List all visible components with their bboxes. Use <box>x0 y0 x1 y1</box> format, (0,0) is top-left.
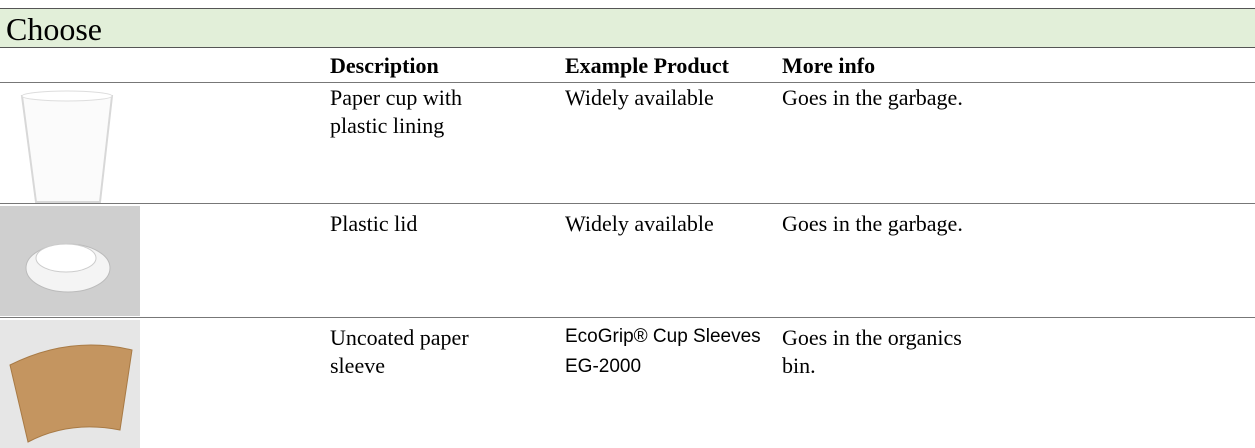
column-header: Example Product <box>565 53 729 78</box>
example-product: Widely available <box>565 85 714 110</box>
more-info: Goes in the organics bin. <box>782 325 962 378</box>
row-rule <box>0 82 1255 83</box>
example-product: Widely available <box>565 211 714 236</box>
column-header: More info <box>782 53 876 78</box>
more-info: Goes in the garbage. <box>782 211 963 236</box>
column-header: Description <box>330 53 439 78</box>
lid-image <box>0 206 140 316</box>
cup-image <box>20 90 114 203</box>
sleeve-image <box>0 320 140 448</box>
row-rule <box>0 317 1255 318</box>
description: Uncoated paper sleeve <box>330 325 469 378</box>
example-product: EcoGrip® Cup Sleeves EG-2000 <box>565 326 761 377</box>
more-info: Goes in the garbage. <box>782 85 963 110</box>
section-title: Choose <box>6 11 102 47</box>
description: Paper cup with plastic lining <box>330 85 462 138</box>
row-rule <box>0 203 1255 204</box>
description: Plastic lid <box>330 211 418 236</box>
section-header: Choose <box>0 8 1255 48</box>
